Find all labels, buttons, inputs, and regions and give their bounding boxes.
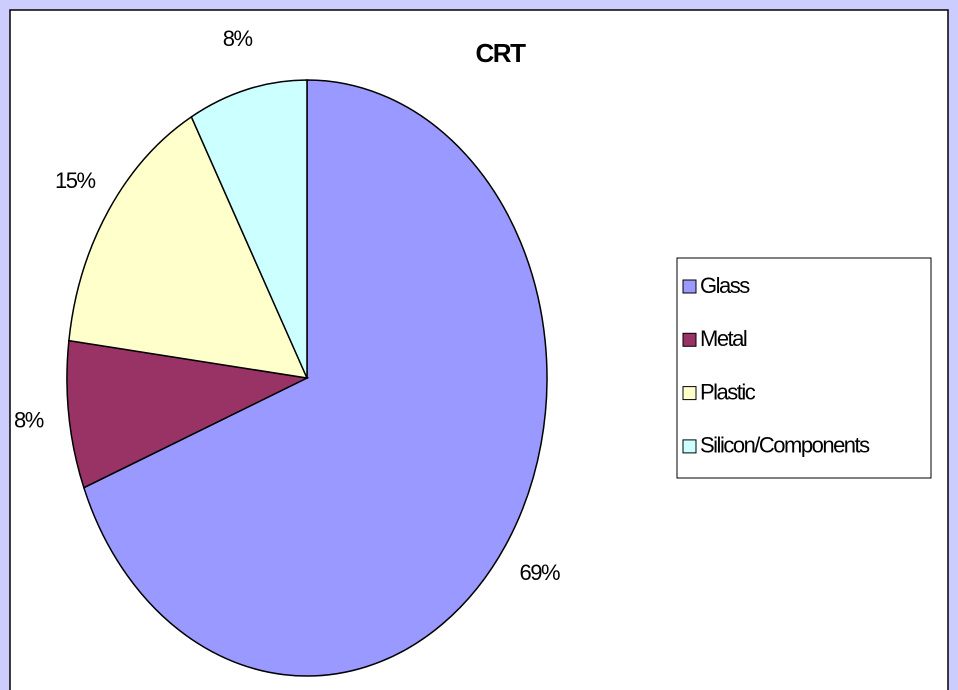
legend-swatch bbox=[682, 332, 697, 347]
value-label: 69% bbox=[519, 560, 559, 585]
value-label: 8% bbox=[14, 408, 44, 433]
chart-title: CRT bbox=[476, 38, 527, 68]
legend-label: Plastic bbox=[700, 379, 756, 404]
legend-swatch bbox=[682, 386, 697, 401]
legend-label: Silicon/Components bbox=[700, 433, 870, 458]
value-label: 8% bbox=[223, 26, 253, 51]
legend-label: Glass bbox=[700, 273, 750, 298]
legend-swatch bbox=[682, 279, 697, 294]
pie-slice bbox=[190, 79, 308, 379]
pie-slice bbox=[82, 79, 548, 677]
pie-slice bbox=[66, 339, 310, 489]
legend-swatch bbox=[682, 439, 697, 454]
legend-box bbox=[676, 257, 932, 479]
value-label: 15% bbox=[55, 168, 95, 193]
legend-label: Metal bbox=[700, 326, 747, 351]
pie-slice bbox=[68, 115, 309, 379]
